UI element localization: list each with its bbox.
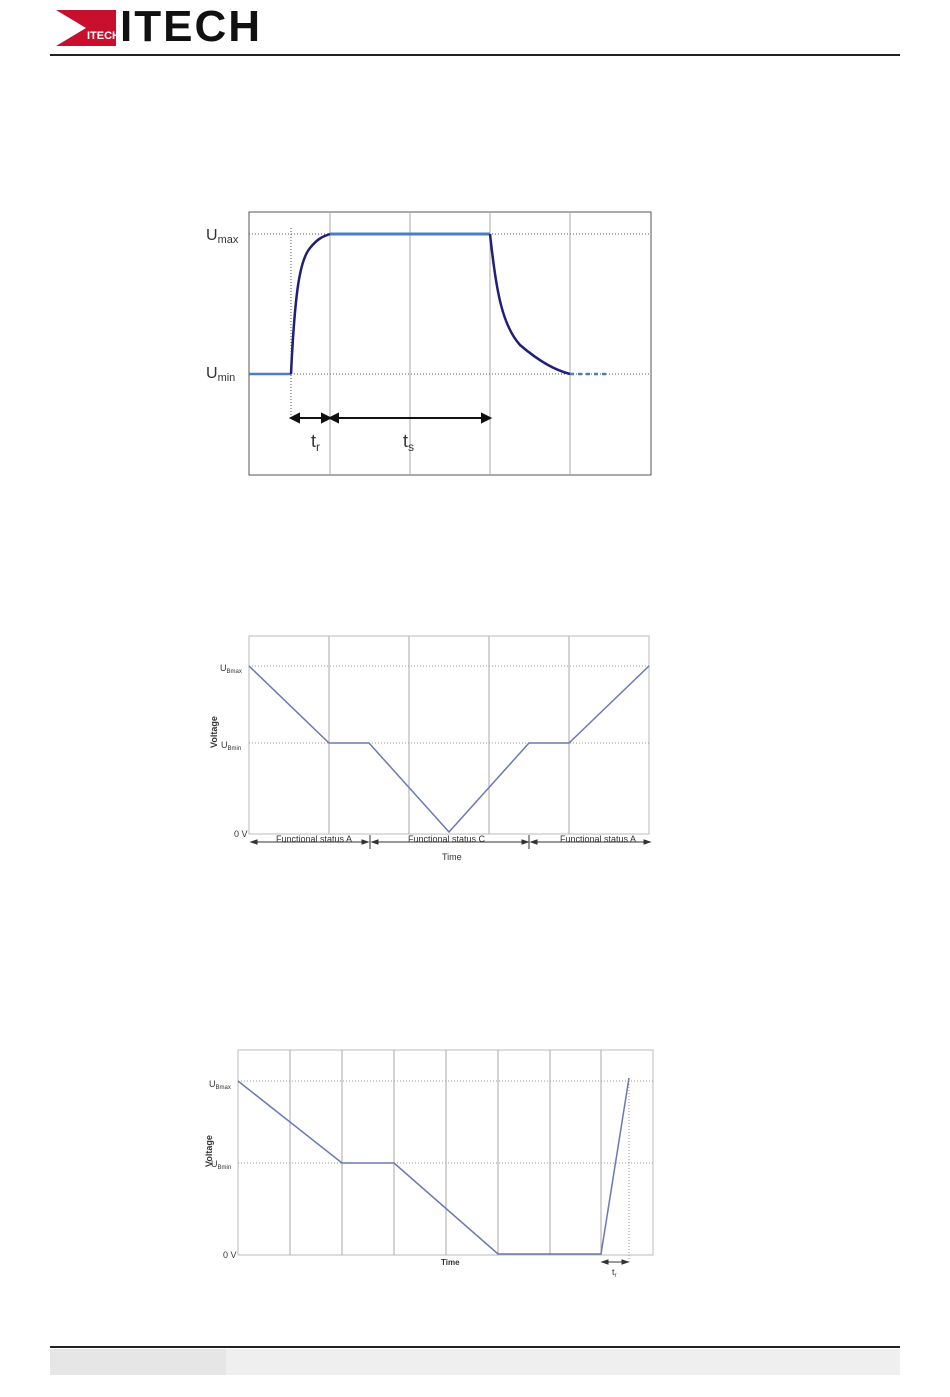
fig1-umax-label: Umax	[206, 227, 239, 246]
fig2-ubmin-label: UBmin	[221, 740, 241, 752]
logo-mark-text: ITECH	[87, 30, 116, 42]
fig2-status-arrows	[249, 835, 652, 849]
fig2-status-a-right: Functional status A	[560, 834, 636, 844]
fig3-ubmin-label: UBmin	[211, 1159, 231, 1171]
fig3-y-axis-label: Voltage	[204, 1135, 214, 1167]
figure-voltage-drop: UBmax UBmin 0 V Voltage Time tr	[204, 1049, 654, 1279]
fig3-x-axis-label: Time	[441, 1258, 460, 1267]
logo-mark-icon: ITECH	[56, 10, 116, 46]
fig2-ubmax-label: UBmax	[220, 663, 242, 675]
fig1-ts-arrow	[327, 412, 493, 424]
footer-rule	[50, 1346, 900, 1348]
fig3-tr-label: tr	[612, 1267, 617, 1279]
fig2-frame	[248, 635, 650, 835]
fig1-fall-curve	[488, 233, 571, 376]
footer-cell	[226, 1349, 900, 1375]
itech-logo: ITECH ITECH	[56, 2, 268, 51]
fig2-y-axis-label: Voltage	[209, 716, 219, 748]
fig3-ubmax-label: UBmax	[209, 1079, 231, 1091]
fig3-tr-arrow	[600, 1259, 630, 1265]
fig1-tr-label: tr	[311, 431, 320, 454]
fig3-guides	[238, 1080, 653, 1262]
fig2-status-c: Functional status C	[408, 834, 486, 844]
fig3-voltage-line	[237, 1077, 630, 1255]
fig2-voltage-line	[248, 665, 650, 834]
figure-functional-status: UBmax UBmin 0 V Voltage Functional statu…	[209, 635, 652, 862]
fig3-grid	[289, 1050, 602, 1255]
fig1-frame	[248, 211, 652, 476]
fig3-zero-label: 0 V	[223, 1250, 237, 1260]
fig1-grid	[329, 212, 571, 475]
footer-band	[50, 1349, 900, 1375]
brand-name: ITECH	[120, 2, 262, 51]
fig2-status-a-left: Functional status A	[276, 834, 352, 844]
fig2-zero-label: 0 V	[234, 829, 248, 839]
fig2-x-axis-label: Time	[442, 852, 462, 862]
figure-rise-time: Umax Umin tr ts	[206, 211, 652, 476]
fig1-ts-label: ts	[403, 431, 414, 454]
fig1-rise-curve	[289, 232, 331, 375]
fig1-umin-label: Umin	[206, 365, 235, 384]
fig2-grid	[328, 636, 570, 834]
fig2-guides	[249, 665, 649, 744]
fig1-tr-arrow	[288, 412, 333, 424]
header-rule	[50, 54, 900, 56]
